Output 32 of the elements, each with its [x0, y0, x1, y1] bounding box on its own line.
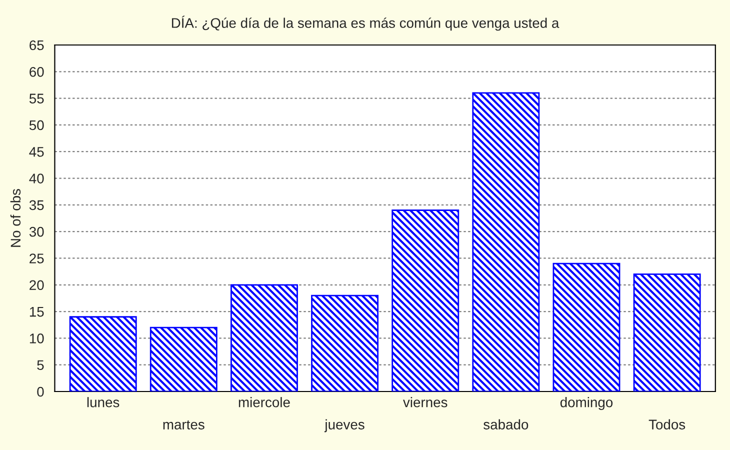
bar: [392, 210, 460, 392]
y-tick-label: 35: [29, 200, 44, 210]
bar: [552, 262, 620, 392]
x-tick-label: martes: [163, 420, 204, 430]
y-tick-label: 30: [29, 226, 44, 237]
x-tick-label: Todos: [648, 419, 686, 430]
y-tick-label: 10: [30, 334, 44, 344]
bar: [633, 274, 701, 392]
bar: [230, 284, 298, 392]
y-tick-label: 60: [30, 66, 44, 77]
y-tick-label: 55: [29, 94, 44, 104]
x-tick-label: viernes: [403, 397, 448, 408]
y-tick-label: 45: [29, 147, 44, 157]
y-tick-label: 40: [29, 174, 44, 184]
bar: [311, 294, 379, 392]
chart-title: DÍA: ¿Qúe día de la semana es más común que venga usted a: [172, 16, 560, 31]
y-tick-label: 0: [37, 386, 44, 397]
y-tick-label: 50: [29, 120, 44, 130]
x-tick-label: sabado: [484, 419, 528, 430]
x-tick-label: lunes: [87, 397, 120, 408]
y-axis-title: No of obs: [10, 189, 21, 247]
y-tick-label: 15: [30, 307, 44, 317]
x-tick-label: jueves: [324, 419, 364, 432]
x-tick-label: domingo: [560, 397, 613, 410]
x-tick-label: miercole: [238, 397, 290, 408]
y-tick-label: 5: [37, 360, 44, 370]
y-tick-label: 25: [30, 254, 44, 264]
y-tick-label: 65: [30, 40, 44, 50]
bar: [472, 92, 540, 392]
bar: [150, 326, 218, 392]
bar: [69, 316, 137, 392]
y-tick-label: 20: [30, 280, 44, 290]
